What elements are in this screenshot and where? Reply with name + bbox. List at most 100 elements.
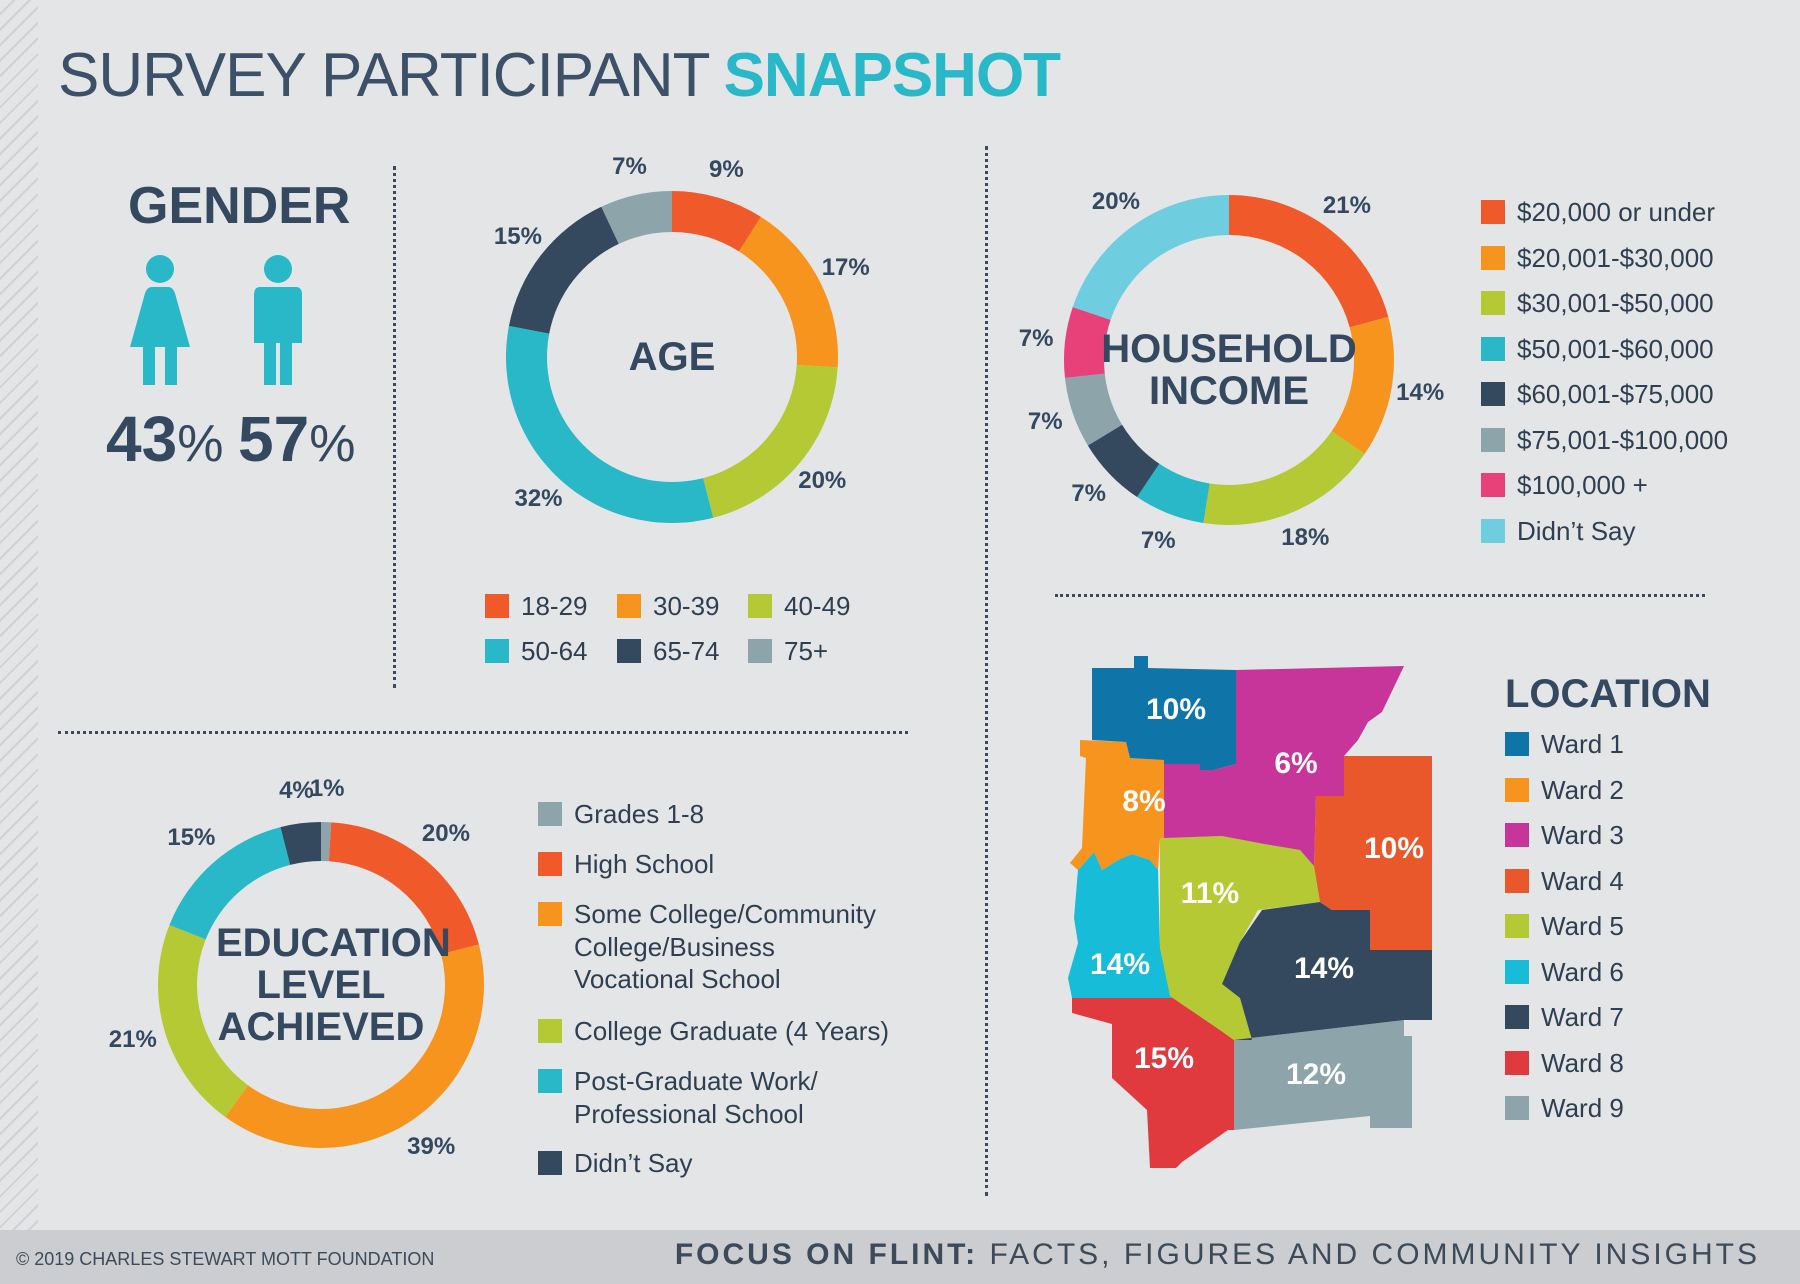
age-legend-swatch-5 [617,639,641,663]
location-legend-swatch-7 [1505,1005,1529,1029]
age-center-title: AGE [628,335,716,379]
location-legend-swatch-1 [1505,732,1529,756]
gender-title: GENDER [128,177,351,235]
ward-4-region [1314,756,1432,950]
location-title: LOCATION [1505,672,1711,716]
ward-1-value: 10% [1146,693,1206,726]
footer-copyright: © 2019 CHARLES STEWART MOTT FOUNDATION [16,1249,435,1269]
footer-bar [0,1230,1800,1284]
income-value-label-5: 7% [1071,479,1106,507]
female-percent: 43% [106,402,223,476]
age-legend-label-2: 30-39 [653,591,720,621]
ward-5-value: 11% [1181,877,1239,910]
education-legend-label-3: Some College/Community College/Business Vo… [574,899,877,994]
age-legend-label-5: 65-74 [653,636,720,666]
ward-8-region [1072,996,1234,1168]
location-legend-swatch-8 [1505,1050,1529,1075]
age-legend-item-1: 18-29 [485,590,588,623]
age-slices [505,191,838,523]
income-value-label-3: 18% [1281,524,1330,552]
age-value-label-6: 7% [612,152,647,180]
age-value-label-1: 9% [709,155,744,183]
income-value-label-7: 7% [1018,324,1054,352]
income-slice-6 [1064,373,1123,446]
income-value-label-1: 21% [1322,191,1371,219]
income-slice-1 [1229,195,1389,328]
income-legend-swatch-5 [1481,382,1505,406]
education-slices [158,822,484,1148]
age-legend-swatch-4 [485,639,509,663]
education-legend-label-5: Post-Graduate Work/Professional School [574,1066,818,1129]
education-slice-4 [158,924,249,1117]
education-value-label-2: 20% [421,819,470,847]
income-value-label-2: 14% [1396,379,1445,407]
location-legend-label-7: Ward 7 [1541,1002,1624,1032]
ward-6-value: 14% [1090,948,1150,981]
education-value-label-3: 39% [407,1133,456,1161]
ward-6-region [1068,852,1172,998]
education-legend-label-4: College Graduate (4 Years) [574,1016,890,1046]
income-legend-swatch-3 [1481,291,1505,315]
age-legend-item-3: 40-49 [748,590,851,623]
education-legend-swatch-4 [538,1019,562,1043]
income-legend-item-2: $20,001-$30,000 [1481,242,1714,275]
age-legend-item-6: 75+ [748,635,828,668]
location-legend-swatch-4 [1505,868,1529,893]
male-pct-symbol: % [309,415,356,473]
ward-9-value: 12% [1286,1058,1346,1091]
age-slice-2 [738,216,838,368]
education-legend-item-6: Didn’t Say [538,1147,693,1180]
age-value-label-5: 15% [493,223,542,251]
ward-4-value: 10% [1364,832,1424,865]
education-center-title: EDUCATION LEVEL ACHIEVED [216,921,451,1049]
education-value-label-1: 1% [309,775,345,803]
male-icon [254,255,302,385]
male-percent: 57% [238,402,355,476]
education-legend-item-1: Grades 1-8 [538,798,704,831]
location-legend-label-8: Ward 8 [1541,1047,1624,1078]
divider-age-income [985,146,988,1196]
age-slice-5 [508,206,619,334]
location-legend-swatch-5 [1505,914,1529,938]
location-legend-swatch-9 [1505,1096,1529,1120]
footer-tagline: FOCUS ON FLINT: FACTS, FIGURES AND COMMU… [675,1238,1760,1272]
education-slice-2 [328,822,479,955]
location-legend-item-6: Ward 6 [1505,956,1624,989]
income-legend-label-5: $60,001-$75,000 [1517,379,1714,409]
age-slice-6 [601,191,672,244]
education-slice-1 [321,822,332,862]
location-legend-item-7: Ward 7 [1505,1001,1624,1034]
income-legend-swatch-7 [1481,473,1505,497]
income-legend-item-3: $30,001-$50,000 [1481,287,1714,320]
location-legend-swatch-2 [1505,777,1529,802]
education-legend-swatch-2 [538,852,562,876]
age-legend-item-2: 30-39 [617,590,720,623]
age-value-label-4: 32% [514,485,563,513]
education-legend-label-2: High School [574,849,715,879]
ward-7-region [1222,902,1432,1040]
income-value-label-6: 7% [1027,408,1063,436]
ward-5-region [1160,836,1320,1040]
education-value-label-6: 4% [279,776,314,804]
education-legend-swatch-1 [538,802,562,826]
income-legend-label-4: $50,001-$60,000 [1517,333,1714,364]
footer-tagline-bold: FOCUS ON FLINT: [674,1238,979,1271]
income-legend-item-8: Didn’t Say [1481,515,1636,548]
income-slices [1064,195,1394,525]
income-legend-swatch-8 [1481,518,1505,543]
ward-map: 10% 8% 6% 10% 11% 14% 14% 15% 12% [1068,656,1432,1168]
decorative-stripes [0,0,38,1230]
income-slice-5 [1087,424,1160,498]
education-slice-3 [225,944,484,1148]
income-legend-swatch-6 [1481,427,1505,452]
age-legend-label-4: 50-64 [521,636,588,666]
income-legend-item-1: $20,000 or under [1481,196,1715,229]
location-legend-label-9: Ward 9 [1541,1093,1624,1123]
age-slice-3 [703,364,838,518]
income-legend-label-6: $75,001-$100,000 [1517,424,1729,455]
divider-top-bottom [58,731,908,734]
female-icon [130,255,190,385]
title-part2: SNAPSHOT [723,41,1061,110]
location-legend-item-2: Ward 2 [1505,774,1624,807]
education-value-label-5: 15% [167,823,216,851]
